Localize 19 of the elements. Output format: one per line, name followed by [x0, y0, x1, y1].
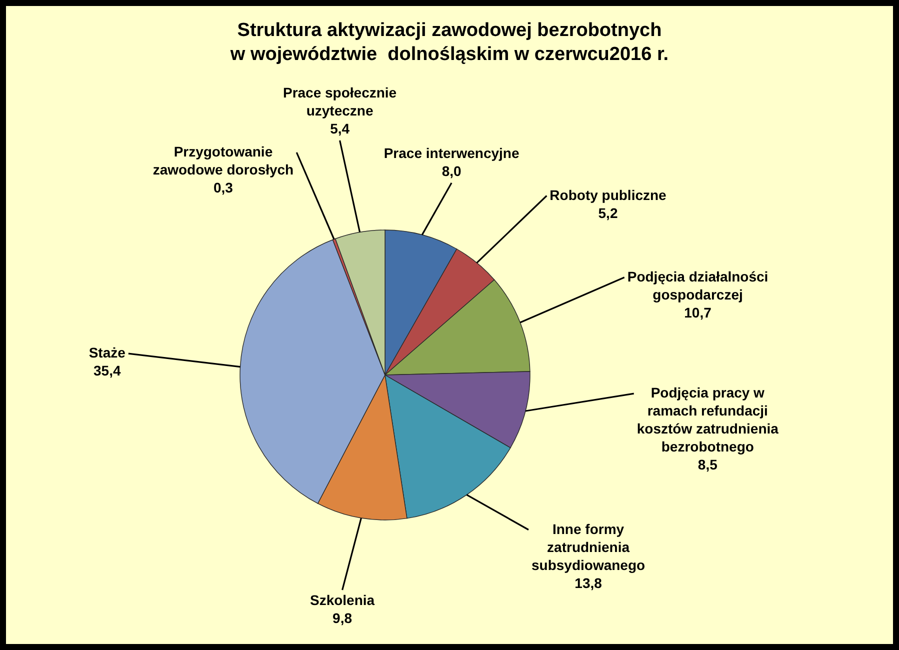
data-label: 5,2	[598, 204, 618, 221]
slice-label: Roboty publiczne	[550, 186, 667, 203]
data-label: 35,4	[94, 362, 121, 379]
slice-label: Prace społecznie uzyteczne	[282, 84, 397, 118]
data-label: 13,8	[574, 574, 602, 591]
data-label: 8,0	[442, 162, 462, 179]
slice-label: Inne formy zatrudnienia subsydiowanego	[531, 520, 646, 573]
slice-label: Staże	[88, 344, 126, 361]
data-label: 9,8	[332, 610, 352, 626]
data-label: 8,5	[698, 456, 718, 473]
slice-label: Prace interwencyjne	[384, 144, 520, 161]
data-label: 0,3	[213, 179, 234, 196]
data-label: 10,7	[684, 304, 712, 320]
chart-title: Struktura aktywizacji zawodowej bezrobotnych w województwie dolnośląskim w czerwcu2016 r.	[229, 20, 669, 65]
slice-label: Przygotowanie zawodowe dorosłych	[152, 143, 294, 178]
data-label: 5,4	[330, 120, 350, 136]
slice-label: Podjęcia działalności gospodarczej	[627, 268, 768, 302]
slice-label: Podjęcia pracy w ramach refundacji kosztów zatrudnienia bezrobotnego	[636, 384, 779, 455]
slice-label: Szkolenia	[310, 592, 375, 608]
